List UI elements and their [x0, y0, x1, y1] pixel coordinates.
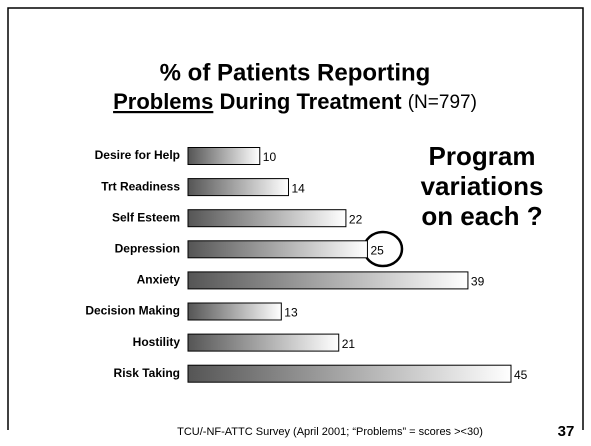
bar [187, 209, 347, 228]
bar [187, 302, 282, 321]
category-label: Decision Making [85, 304, 180, 318]
title-emphasis: Problems [113, 89, 213, 114]
bar [187, 178, 289, 197]
bar [187, 271, 469, 290]
category-label: Trt Readiness [101, 179, 180, 193]
title-line2: Problems During Treatment (N=797) [113, 89, 477, 114]
category-label: Depression [115, 241, 180, 255]
value-label: 22 [349, 212, 363, 226]
category-label: Hostility [133, 335, 181, 349]
bar [187, 333, 340, 352]
annotation: variations [421, 171, 544, 201]
subtitle: (N=797) [408, 92, 477, 113]
value-label: 14 [291, 181, 305, 195]
bar [187, 147, 261, 165]
category-label: Anxiety [137, 273, 181, 287]
slide-frame [7, 7, 584, 430]
title-line1: % of Patients Reporting [160, 59, 431, 86]
value-label: 39 [471, 275, 485, 289]
value-label: 21 [342, 337, 356, 351]
bar [187, 364, 512, 383]
value-label: 45 [514, 368, 528, 382]
annotation: on each ? [421, 201, 542, 231]
category-label: Self Esteem [112, 210, 180, 224]
title-rest: During Treatment [219, 89, 402, 114]
category-label: Desire for Help [95, 148, 180, 162]
annotation: Program [429, 141, 536, 171]
value-label: 13 [284, 306, 298, 320]
bar [187, 240, 368, 259]
category-label: Risk Taking [114, 366, 180, 380]
source-note: TCU/-NF-ATTC Survey (April 2001; “Proble… [177, 426, 483, 438]
value-label: 10 [263, 150, 277, 164]
page-number: 37 [558, 423, 575, 440]
value-label: 25 [370, 243, 384, 257]
